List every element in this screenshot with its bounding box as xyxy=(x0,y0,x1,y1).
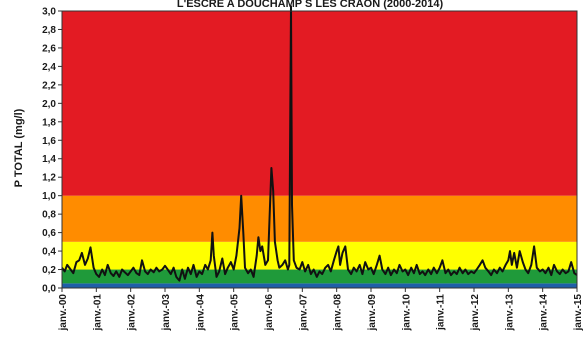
y-axis: 0,0 0,2 0,4 0,6 0,8 1,0 1,2 1,4 1,6 1,8 2,0 2,2 2,4 2… xyxy=(42,7,62,295)
x-tick-label: janv.-14 xyxy=(539,294,550,332)
x-tick-label: janv.-03 xyxy=(161,294,172,332)
quality-band-0 xyxy=(62,283,577,288)
quality-bands xyxy=(62,11,577,288)
y-tick-label: 1,2 xyxy=(42,173,56,184)
series-group xyxy=(61,5,578,282)
y-tick-label: 2,0 xyxy=(42,99,56,110)
series-line-0 xyxy=(61,5,578,282)
x-tick-label: janv.-01 xyxy=(92,294,103,332)
plot-frame xyxy=(61,10,578,289)
y-tick-label: 0,8 xyxy=(42,210,56,221)
x-tick-label: janv.-06 xyxy=(264,294,275,332)
y-tick-label: 2,8 xyxy=(42,25,56,36)
quality-band-3 xyxy=(62,195,577,242)
x-tick-label: janv.-04 xyxy=(195,294,206,332)
x-tick-label: janv.-02 xyxy=(127,294,138,332)
quality-band-4 xyxy=(62,11,577,196)
y-tick-label: 1,8 xyxy=(42,117,56,128)
y-tick-label: 2,4 xyxy=(42,62,56,73)
x-tick-label: janv.-05 xyxy=(230,294,241,332)
y-tick-label: 0,2 xyxy=(42,265,56,276)
y-tick-label: 2,6 xyxy=(42,43,56,54)
y-tick-label: 3,0 xyxy=(42,7,56,18)
x-tick-label: janv.-00 xyxy=(58,294,69,332)
y-axis-label: P TOTAL (mg/l) xyxy=(13,108,25,187)
x-tick-label: janv.-10 xyxy=(401,294,412,332)
chart-title: L'ESCRE A DOUCHAMP S LES CRAON (2000-201… xyxy=(177,0,444,10)
x-tick-label: janv.-08 xyxy=(333,294,344,332)
x-tick-label: janv.-07 xyxy=(298,294,309,332)
x-tick-label: janv.-09 xyxy=(367,294,378,332)
y-tick-label: 0,0 xyxy=(42,284,56,295)
x-tick-label: janv.-15 xyxy=(573,294,584,332)
x-tick-label: janv.-13 xyxy=(504,294,515,332)
y-tick-label: 2,2 xyxy=(42,80,56,91)
x-tick-label: janv.-12 xyxy=(470,294,481,332)
quality-band-2 xyxy=(62,241,577,270)
x-axis: janv.-00 janv.-01 janv.-02 janv.-03 janv.-04… xyxy=(58,288,584,332)
x-tick-label: janv.-11 xyxy=(436,294,447,331)
y-tick-label: 1,0 xyxy=(42,191,56,202)
y-tick-label: 0,6 xyxy=(42,228,56,239)
y-tick-label: 1,6 xyxy=(42,136,56,147)
y-tick-label: 1,4 xyxy=(42,154,56,165)
y-tick-label: 0,4 xyxy=(42,247,56,258)
